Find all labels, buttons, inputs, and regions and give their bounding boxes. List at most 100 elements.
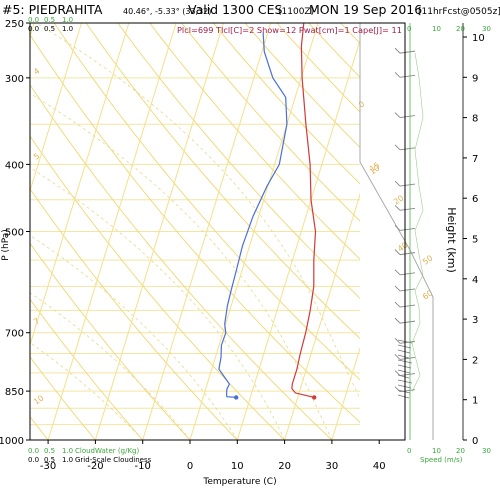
svg-text:10: 10: [432, 25, 441, 33]
wind-barb-flag: [394, 204, 401, 211]
dry-adiabat: [468, 23, 500, 440]
svg-text:20: 20: [456, 447, 465, 455]
dry-adiabat: [85, 23, 360, 340]
dry-adiabat: [30, 298, 144, 440]
wind-barb: [399, 183, 416, 187]
svg-text:20: 20: [456, 25, 465, 33]
top-left-black-scale: 0.0 0.5 1.0: [28, 25, 73, 33]
wind-barb: [399, 304, 416, 308]
station-title: #5: PIEDRAHITA: [2, 2, 103, 17]
svg-text:0.5: 0.5: [44, 456, 55, 464]
dry-adiabat: [244, 23, 360, 149]
isotherm-line: [142, 23, 272, 440]
dry-adiabat: [30, 33, 360, 424]
dry-adiabat: [30, 83, 333, 440]
wind-barb-flag: [394, 47, 401, 54]
isotherm-line: [236, 38, 360, 440]
height-tick-label: 8: [472, 114, 478, 125]
isotherm-line: [379, 23, 500, 440]
height-tick-label: 0: [472, 436, 478, 447]
dry-adiabat: [117, 23, 360, 299]
wind-barb-flag: [394, 301, 401, 308]
wind-barb: [399, 227, 416, 231]
temp-tick-label: 20: [278, 461, 291, 472]
temp-tick-label: 10: [231, 461, 244, 472]
wind-barb: [399, 50, 416, 54]
wind-barb-flag: [394, 180, 401, 187]
stability-indices: Plcl=699 Tlcl[C]=2 Show=12 Pwat[cm]=1 Ca…: [177, 25, 402, 35]
dry-adiabat: [372, 23, 500, 440]
wind-barb: [399, 272, 416, 276]
isotherm-line: [331, 346, 360, 440]
wind-barb: [399, 207, 416, 211]
wind-barb: [399, 373, 416, 376]
height-tick-label: 9: [472, 73, 478, 84]
pressure-tick-label: 850: [5, 387, 24, 398]
dewpoint-profile: [218, 32, 288, 398]
svg-text:30: 30: [482, 25, 491, 33]
temp-tick-label: 40: [373, 461, 386, 472]
dry-adiabat: [30, 242, 191, 440]
height-tick-label: 4: [472, 275, 478, 286]
pressure-tick-label: 700: [5, 329, 24, 340]
pressure-tick-label: 400: [5, 160, 24, 171]
dry-adiabat: [212, 23, 360, 185]
wind-barb: [397, 354, 410, 359]
mixing-ratio-label: 10: [32, 393, 46, 406]
adiabat-label: 40: [396, 240, 410, 253]
svg-text:10: 10: [432, 447, 441, 455]
isotherm-line: [30, 23, 82, 193]
svg-text:1.0: 1.0: [62, 16, 73, 24]
isotherm-line: [189, 23, 319, 440]
adiabat-label: 50: [421, 253, 435, 266]
isotherm-line: [284, 192, 360, 440]
height-axis-title: Height (km): [445, 207, 458, 273]
wind-barb: [397, 374, 410, 379]
wind-barb-flag: [394, 337, 401, 344]
height-tick-label: 6: [472, 194, 478, 205]
dry-adiabat: [340, 23, 360, 45]
y-axis-title: P (hPa): [1, 229, 11, 261]
cloud-profile-outline: [359, 23, 434, 440]
dry-adiabats: [30, 23, 500, 440]
wind-barb: [399, 320, 416, 324]
pressure-tick-label: 250: [5, 19, 24, 30]
bottom-left-green-scale: 0.0 0.5 1.0 CloudWater (g/Kg): [28, 447, 139, 455]
wind-barb-flag: [394, 285, 401, 292]
wind-barb-flag: [394, 269, 401, 276]
wind-barb-flag: [394, 354, 401, 360]
svg-text:30: 30: [482, 447, 491, 455]
temp-tick-label: 0: [187, 461, 193, 472]
temp-tick-label: -20: [87, 461, 103, 472]
speed-label: Speed (m/s): [420, 456, 463, 464]
adiabat-label: 0: [357, 99, 366, 109]
isotherm-line: [94, 23, 224, 440]
temperature-surface-point: [312, 395, 317, 400]
wind-barb-flag: [394, 370, 401, 376]
wind-barb: [397, 394, 410, 399]
moist-adiabat: [30, 234, 238, 440]
station-coords: 40.46°, -5.33° (33,32): [123, 7, 211, 16]
top-right-speed-scale: 0 10 20 30: [407, 25, 491, 33]
wind-barb: [399, 115, 416, 119]
temp-tick-label: -10: [135, 461, 151, 472]
cloud-water-label: CloudWater (g/Kg): [75, 447, 139, 455]
wind-barb-flag: [394, 112, 401, 118]
dry-adiabat: [30, 356, 96, 440]
height-tick-label: 1: [472, 396, 478, 407]
wind-barb: [397, 369, 411, 374]
svg-text:1.0: 1.0: [62, 447, 73, 455]
wind-speed-trace: [411, 53, 424, 392]
wind-barb: [399, 74, 416, 78]
dry-adiabat: [53, 23, 360, 381]
svg-text:0.5: 0.5: [44, 25, 55, 33]
svg-text:0.0: 0.0: [28, 447, 39, 455]
wind-panel: [359, 23, 434, 440]
svg-text:0: 0: [407, 447, 411, 455]
temperature-profile: [291, 22, 317, 398]
forecast-date: MON 19 Sep 2016: [309, 2, 422, 17]
wind-barb: [399, 147, 416, 151]
wind-barb: [397, 349, 411, 354]
